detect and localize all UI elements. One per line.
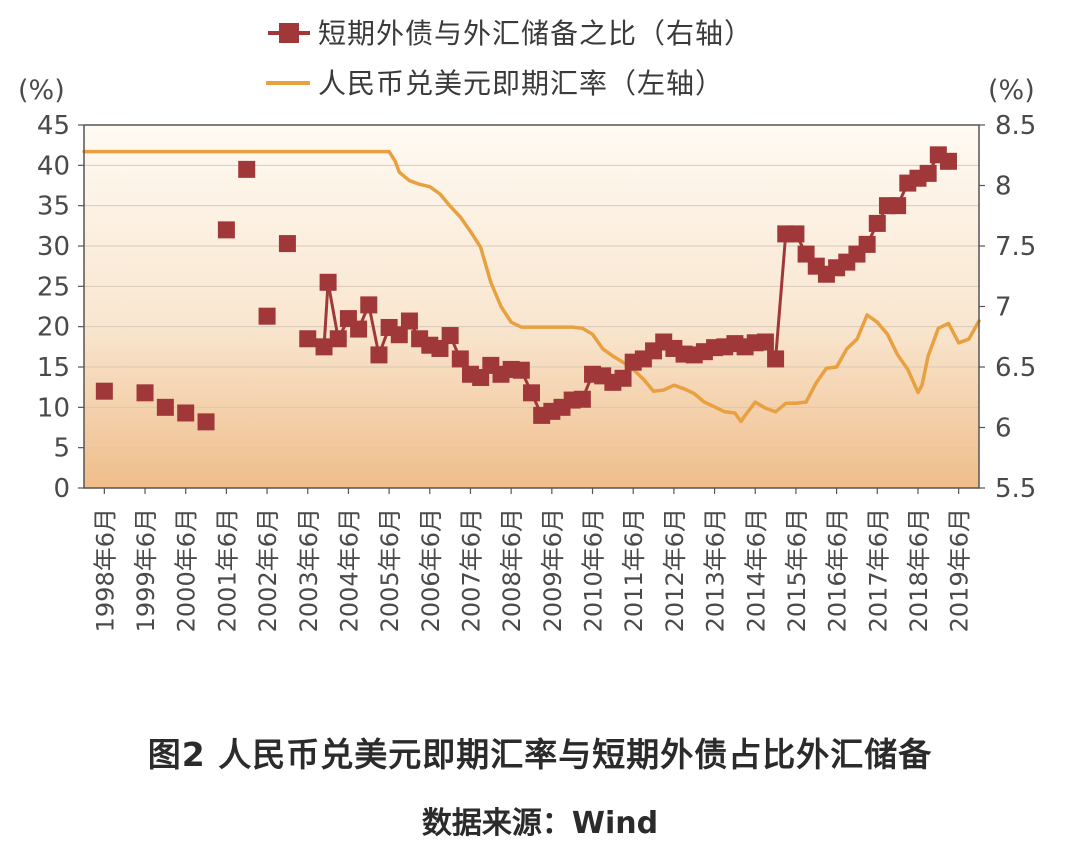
x-tick-label: 2007年6月 xyxy=(457,508,485,632)
debt-ratio-point xyxy=(400,312,418,330)
x-tick-label: 2002年6月 xyxy=(254,508,282,632)
right-tick-label: 5.5 xyxy=(995,474,1036,504)
debt-ratio-connector xyxy=(774,233,788,360)
debt-ratio-point xyxy=(767,350,785,368)
right-axis-unit: (%) xyxy=(988,75,1035,106)
left-tick-label: 30 xyxy=(37,232,70,262)
right-tick-label: 8 xyxy=(995,172,1012,202)
debt-ratio-point xyxy=(350,320,368,338)
legend-label-line-series: 人民币兑美元即期汇率（左轴） xyxy=(318,67,724,100)
debt-ratio-point xyxy=(573,390,591,408)
x-tick-label: 2006年6月 xyxy=(417,508,445,632)
x-tick-label: 1999年6月 xyxy=(132,508,160,632)
debt-ratio-point xyxy=(512,361,530,379)
x-tick-label: 2008年6月 xyxy=(498,508,526,632)
x-tick-label: 2011年6月 xyxy=(620,508,648,632)
legend: 短期外债与外汇储备之比（右轴） 人民币兑美元即期汇率（左轴） xyxy=(266,17,753,100)
chart: 短期外债与外汇储备之比（右轴） 人民币兑美元即期汇率（左轴） (%) (%) 4… xyxy=(18,17,1036,632)
debt-ratio-point xyxy=(319,273,337,291)
legend-marker-series: 短期外债与外汇储备之比（右轴） xyxy=(268,17,753,50)
left-axis-unit: (%) xyxy=(18,75,65,106)
left-tick-label: 20 xyxy=(37,313,70,343)
debt-ratio-point xyxy=(451,350,469,368)
x-tick-label: 2000年6月 xyxy=(173,508,201,632)
right-tick-label: 8.5 xyxy=(995,111,1036,141)
right-tick-label: 6 xyxy=(995,414,1012,444)
x-tick-label: 2013年6月 xyxy=(702,508,730,632)
x-tick-label: 2018年6月 xyxy=(905,508,933,632)
debt-ratio-point xyxy=(441,327,459,345)
debt-ratio-point xyxy=(95,382,113,400)
right-axis-ticks: 8.5 8 7.5 7 6.5 6 5.5 xyxy=(979,111,1036,504)
debt-ratio-point xyxy=(136,384,154,402)
debt-ratio-point xyxy=(370,346,388,364)
left-tick-label: 35 xyxy=(37,192,70,222)
right-tick-label: 6.5 xyxy=(995,353,1036,383)
debt-ratio-series xyxy=(95,146,957,431)
left-tick-label: 10 xyxy=(37,393,70,423)
left-tick-label: 0 xyxy=(53,474,70,504)
x-tick-label: 2009年6月 xyxy=(539,508,567,632)
x-tick-label: 2017年6月 xyxy=(864,508,892,632)
right-tick-label: 7.5 xyxy=(995,232,1036,262)
debt-ratio-point xyxy=(360,296,378,314)
legend-label-marker-series: 短期外债与外汇储备之比（右轴） xyxy=(318,17,753,50)
debt-ratio-point xyxy=(919,164,937,182)
debt-ratio-connector xyxy=(322,282,330,347)
x-tick-label: 2005年6月 xyxy=(376,508,404,632)
debt-ratio-point xyxy=(390,326,408,344)
exchange-rate-line xyxy=(82,149,981,424)
left-tick-label: 25 xyxy=(37,272,70,302)
data-source: 数据来源：Wind xyxy=(421,806,659,841)
left-tick-label: 40 xyxy=(37,151,70,181)
debt-ratio-point xyxy=(614,369,632,387)
x-axis-ticks: 1998年6月 1999年6月 2000年6月 2001年6月 2002年6月 2003年… xyxy=(91,488,974,632)
debt-ratio-point xyxy=(889,197,907,215)
legend-square-marker xyxy=(279,23,299,43)
debt-ratio-point xyxy=(858,235,876,253)
x-tick-label: 2010年6月 xyxy=(580,508,608,632)
right-tick-label: 7 xyxy=(995,293,1012,323)
debt-ratio-point xyxy=(177,404,195,422)
debt-ratio-point xyxy=(431,339,449,357)
x-tick-label: 2012年6月 xyxy=(661,508,689,632)
exchange-rate-series xyxy=(82,149,981,424)
debt-ratio-connector xyxy=(326,282,340,340)
x-tick-label: 2015年6月 xyxy=(783,508,811,632)
plot-area xyxy=(84,125,979,488)
x-tick-label: 2014年6月 xyxy=(742,508,770,632)
debt-ratio-point xyxy=(329,330,347,348)
figure-caption: 图2 人民币兑美元即期汇率与短期外债占比外汇储备 xyxy=(147,735,933,774)
plot-border xyxy=(83,124,980,489)
debt-ratio-point xyxy=(756,333,774,351)
left-tick-label: 15 xyxy=(37,353,70,383)
legend-line-series: 人民币兑美元即期汇率（左轴） xyxy=(266,67,724,100)
x-tick-label: 2004年6月 xyxy=(335,508,363,632)
debt-ratio-point xyxy=(868,214,886,232)
debt-ratio-point xyxy=(523,384,540,402)
debt-ratio-point xyxy=(258,307,276,325)
debt-ratio-point xyxy=(939,152,957,170)
debt-ratio-point xyxy=(217,221,235,239)
left-axis-ticks: 45 40 35 30 25 20 15 10 5 0 xyxy=(37,111,84,504)
debt-ratio-point xyxy=(787,225,805,243)
x-tick-label: 1998年6月 xyxy=(91,508,119,632)
debt-ratio-point xyxy=(156,398,174,416)
left-tick-label: 5 xyxy=(53,434,70,464)
x-tick-label: 2003年6月 xyxy=(295,508,323,632)
x-tick-label: 2019年6月 xyxy=(946,508,974,632)
left-tick-label: 45 xyxy=(37,111,70,141)
x-tick-label: 2016年6月 xyxy=(824,508,852,632)
debt-ratio-point xyxy=(197,413,215,431)
debt-ratio-point xyxy=(299,330,317,348)
debt-ratio-point xyxy=(278,235,296,253)
debt-ratio-point xyxy=(315,338,333,356)
debt-ratio-point xyxy=(238,160,256,178)
x-tick-label: 2001年6月 xyxy=(213,508,241,632)
